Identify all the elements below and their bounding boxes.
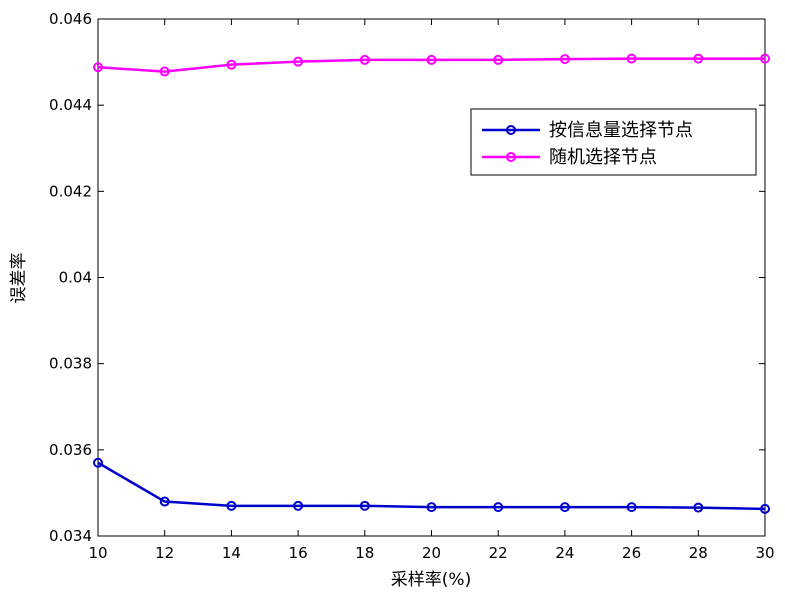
x-axis-label: 采样率(%) xyxy=(391,570,471,590)
x-axis: 10 12 14 16 18 20 22 24 26 28 30 xyxy=(88,19,775,562)
data-point xyxy=(760,53,770,64)
legend-marker-0 xyxy=(506,125,516,135)
data-point xyxy=(93,457,103,468)
x-tick-label: 26 xyxy=(622,544,641,562)
series-layer xyxy=(93,53,770,514)
series-line-0 xyxy=(97,461,766,511)
data-point xyxy=(359,54,370,65)
x-tick-label: 12 xyxy=(155,544,174,562)
data-point xyxy=(426,54,437,65)
data-point xyxy=(426,502,437,513)
x-tick-label: 20 xyxy=(422,544,441,562)
data-point xyxy=(493,502,504,513)
y-tick-label: 0.036 xyxy=(49,441,92,459)
data-point xyxy=(159,496,170,507)
y-axis-label: 误差率 xyxy=(9,253,29,304)
data-point xyxy=(693,502,704,513)
x-tick-label: 18 xyxy=(355,544,374,562)
data-point xyxy=(359,500,370,511)
data-point xyxy=(159,66,170,77)
series-line-1 xyxy=(97,57,765,73)
x-tick-label: 28 xyxy=(689,544,708,562)
data-point xyxy=(93,62,103,73)
y-axis: 0.034 0.036 0.038 0.04 0.042 0.044 0.046 xyxy=(49,10,765,545)
y-tick-label: 0.042 xyxy=(49,182,92,200)
y-tick-label: 0.034 xyxy=(49,527,92,545)
y-tick-label: 0.038 xyxy=(49,355,92,373)
data-point xyxy=(293,500,304,511)
x-tick-label: 22 xyxy=(489,544,508,562)
data-point xyxy=(760,503,770,514)
plot-area xyxy=(97,18,766,537)
x-tick-label: 14 xyxy=(222,544,241,562)
legend-label-0: 按信息量选择节点 xyxy=(549,120,693,141)
y-tick-label: 0.04 xyxy=(59,269,92,287)
x-tick-label: 24 xyxy=(555,544,574,562)
y-tick-label: 0.046 xyxy=(49,10,92,28)
data-point xyxy=(626,53,637,64)
data-point xyxy=(559,502,570,513)
data-point xyxy=(693,53,704,64)
x-tick-label: 30 xyxy=(755,544,774,562)
data-point xyxy=(293,56,304,67)
data-point xyxy=(626,502,637,513)
legend-label-1: 随机选择节点 xyxy=(549,147,657,168)
x-tick-label: 10 xyxy=(88,544,107,562)
legend-marker-1 xyxy=(506,152,516,162)
legend-box xyxy=(470,108,757,176)
x-tick-label: 16 xyxy=(289,544,308,562)
data-point xyxy=(226,500,237,511)
y-tick-label: 0.044 xyxy=(49,96,92,114)
data-point xyxy=(226,59,237,70)
data-point xyxy=(493,54,504,65)
data-point xyxy=(559,54,570,65)
